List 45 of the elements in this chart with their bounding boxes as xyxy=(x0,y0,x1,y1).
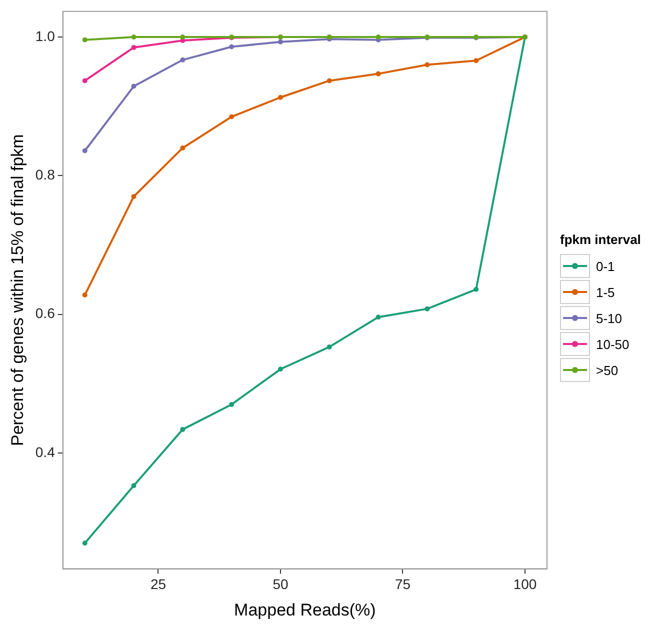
x-tick-label: 25 xyxy=(150,576,166,592)
point xyxy=(278,94,283,100)
point xyxy=(82,78,88,84)
y-axis-title: Percent of genes within 15% of final fpkm xyxy=(8,134,27,446)
y-tick-label: 1.0 xyxy=(35,28,56,44)
legend-title: fpkm interval xyxy=(560,232,641,247)
point xyxy=(326,78,332,84)
legend-label: 10-50 xyxy=(596,336,630,352)
point xyxy=(376,71,381,76)
point xyxy=(424,62,430,68)
point xyxy=(474,58,479,64)
y-tick-label: 0.6 xyxy=(35,305,56,322)
x-tick-label: 100 xyxy=(513,576,537,592)
legend-label: >50 xyxy=(596,362,618,378)
point xyxy=(376,34,381,40)
x-axis-title: Mapped Reads(%) xyxy=(234,600,376,620)
point xyxy=(131,483,136,488)
point xyxy=(424,306,430,312)
x-tick-label: 75 xyxy=(394,576,411,592)
point xyxy=(82,148,88,154)
legend-label: 5-10 xyxy=(596,310,622,326)
legend-label: 1-5 xyxy=(596,284,615,300)
point xyxy=(229,44,234,50)
point xyxy=(278,366,283,372)
point xyxy=(131,194,136,200)
point xyxy=(229,402,234,407)
point xyxy=(474,286,479,292)
point xyxy=(131,44,136,50)
point xyxy=(180,57,186,62)
point xyxy=(131,84,136,89)
y-tick-label: 0.4 xyxy=(35,444,56,460)
legend-label: 0-1 xyxy=(596,258,615,274)
point xyxy=(180,145,186,150)
point xyxy=(131,34,136,40)
point xyxy=(82,292,88,298)
y-tick-label: 0.8 xyxy=(35,166,56,183)
point xyxy=(278,39,283,44)
x-tick-label: 50 xyxy=(272,576,288,592)
point xyxy=(82,37,88,42)
point xyxy=(180,426,186,432)
point xyxy=(376,314,381,320)
point xyxy=(326,344,332,350)
point xyxy=(82,540,88,546)
point xyxy=(229,114,234,120)
point xyxy=(180,34,186,40)
